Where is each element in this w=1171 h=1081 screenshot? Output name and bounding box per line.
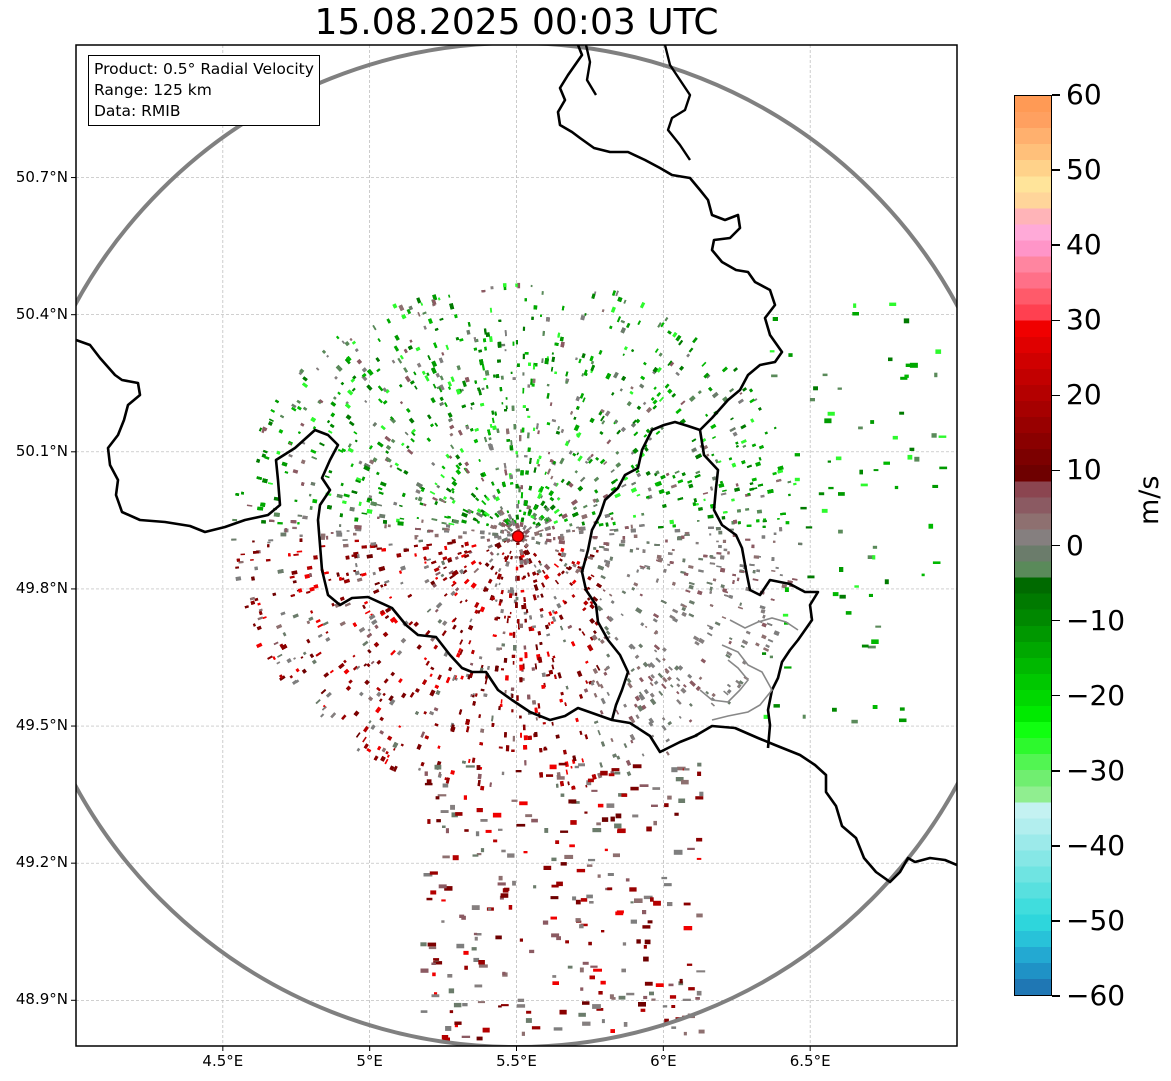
info-range: Range: 125 km — [94, 81, 212, 99]
country-border — [556, 45, 820, 749]
colorbar-tick — [1052, 995, 1060, 997]
colorbar-tick-label: 20 — [1066, 378, 1102, 412]
colorbar-tick-label: 10 — [1066, 453, 1102, 487]
lon-tick-label: 5°E — [356, 1052, 383, 1070]
radar-site-marker — [511, 530, 525, 543]
velocity-colorbar — [1014, 95, 1052, 996]
map-title: 15.08.2025 00:03 UTC — [314, 2, 719, 43]
colorbar-tick — [1052, 319, 1060, 321]
country-border — [76, 338, 957, 884]
lat-tick-label: 48.9°N — [15, 990, 68, 1009]
lon-tick-label: 5.5°E — [496, 1052, 537, 1070]
colorbar-tick-label: 0 — [1066, 528, 1084, 562]
colorbar-tick — [1052, 94, 1060, 96]
colorbar-tick — [1052, 694, 1060, 697]
lon-tick-label: 6°E — [650, 1052, 677, 1070]
colorbar-tick-label: 40 — [1066, 228, 1102, 262]
lat-tick-label: 50.1°N — [15, 441, 68, 460]
colorbar-tick — [1052, 845, 1060, 847]
colorbar-unit: m/s — [1134, 475, 1165, 525]
colorbar-tick-label: −50 — [1066, 903, 1126, 937]
colorbar-tick-label: 60 — [1066, 78, 1102, 111]
colorbar-tick — [1052, 244, 1060, 246]
colorbar-tick-label: 30 — [1066, 303, 1102, 337]
colorbar-tick — [1052, 619, 1060, 622]
colorbar-tick — [1052, 770, 1060, 772]
colorbar-tick-label: 50 — [1066, 153, 1102, 187]
lat-tick-label: 49.8°N — [15, 578, 68, 597]
lon-tick-label: 4.5°E — [202, 1052, 244, 1070]
gridlines — [76, 45, 957, 1046]
axis-ticks — [71, 177, 811, 1051]
country-border — [580, 420, 701, 721]
country-border — [584, 45, 692, 161]
colorbar-tick-label: −60 — [1066, 979, 1126, 1012]
colorbar-tick-label: −40 — [1066, 828, 1126, 862]
colorbar-tick-label: −30 — [1066, 753, 1126, 787]
colorbar-tick — [1052, 469, 1060, 472]
radar-echoes — [231, 282, 948, 1043]
lon-tick-label: 6.5°E — [789, 1052, 831, 1070]
colorbar-tick-label: −10 — [1066, 603, 1126, 637]
lux-border — [699, 617, 799, 721]
colorbar-tick-label: −20 — [1066, 678, 1126, 712]
colorbar-tick — [1052, 394, 1060, 397]
lat-tick-label: 50.4°N — [15, 304, 68, 323]
lat-tick-label: 50.7°N — [15, 167, 68, 186]
info-box: Product: 0.5° Radial Velocity Range: 125… — [88, 55, 320, 126]
lat-tick-label: 49.2°N — [15, 853, 68, 872]
colorbar-tick — [1052, 544, 1060, 547]
lat-tick-label: 49.5°N — [15, 716, 68, 735]
colorbar-tick — [1052, 169, 1060, 171]
info-product: Product: 0.5° Radial Velocity — [94, 60, 314, 78]
colorbar-tick — [1052, 920, 1060, 922]
info-data: Data: RMIB — [94, 102, 181, 120]
